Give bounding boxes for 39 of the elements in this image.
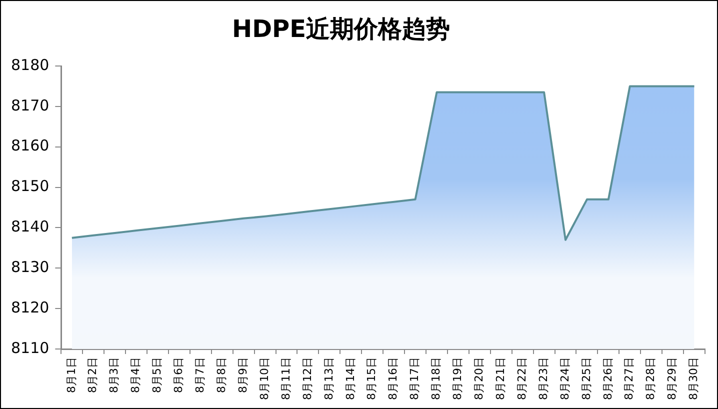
x-tick-label: 8月28日 bbox=[644, 357, 658, 400]
y-tick-label: 8150 bbox=[10, 177, 50, 196]
y-tick-label: 8160 bbox=[10, 136, 50, 155]
x-tick-label: 8月21日 bbox=[494, 357, 507, 400]
x-tick-label: 8月16日 bbox=[386, 357, 400, 400]
x-tick-label: 8月6日 bbox=[172, 357, 186, 394]
x-tick-label: 8月23日 bbox=[536, 357, 550, 400]
x-tick-label: 8月3日 bbox=[108, 357, 121, 394]
y-tick-label: 8140 bbox=[10, 218, 50, 236]
x-tick-label: 8月26日 bbox=[601, 357, 614, 400]
x-tick-label: 8月8日 bbox=[214, 357, 228, 394]
x-tick-label: 8月17日 bbox=[408, 357, 422, 400]
x-tick-label: 8月29日 bbox=[666, 357, 679, 400]
x-tick-label: 8月15日 bbox=[365, 357, 378, 400]
x-tick-label: 8月2日 bbox=[86, 357, 100, 394]
x-tick-label: 8月14日 bbox=[344, 357, 357, 400]
x-tick-label: 8月4日 bbox=[129, 357, 142, 394]
x-tick-label: 8月19日 bbox=[451, 357, 464, 400]
x-tick-label: 8月9日 bbox=[236, 357, 250, 394]
y-tick-label: 8170 bbox=[10, 96, 50, 114]
x-tick-label: 8月7日 bbox=[194, 357, 207, 394]
x-tick-label: 8月5日 bbox=[150, 357, 164, 394]
x-tick-label: 8月22日 bbox=[515, 357, 528, 400]
x-tick-label: 8月11日 bbox=[279, 357, 292, 400]
x-tick-label: 8月27日 bbox=[622, 357, 636, 400]
x-tick-label: 8月12日 bbox=[300, 357, 314, 400]
y-tick-label: 8110 bbox=[10, 338, 50, 357]
x-tick-label: 8月30日 bbox=[687, 357, 700, 400]
x-tick-label: 8月18日 bbox=[430, 357, 443, 400]
x-tick-label: 8月10日 bbox=[258, 357, 271, 400]
y-tick-label: 8120 bbox=[10, 298, 50, 316]
x-tick-label: 8月13日 bbox=[322, 357, 336, 400]
x-tick-label: 8月20日 bbox=[472, 357, 486, 400]
x-tick-label: 8月24日 bbox=[558, 357, 572, 400]
x-tick-label: 8月25日 bbox=[580, 357, 593, 400]
y-tick-label: 8130 bbox=[10, 258, 50, 276]
chart-title: HDPE近期价格趋势 bbox=[231, 14, 451, 45]
x-tick-label: 8月1日 bbox=[64, 357, 78, 394]
y-tick-label: 8180 bbox=[10, 56, 50, 74]
